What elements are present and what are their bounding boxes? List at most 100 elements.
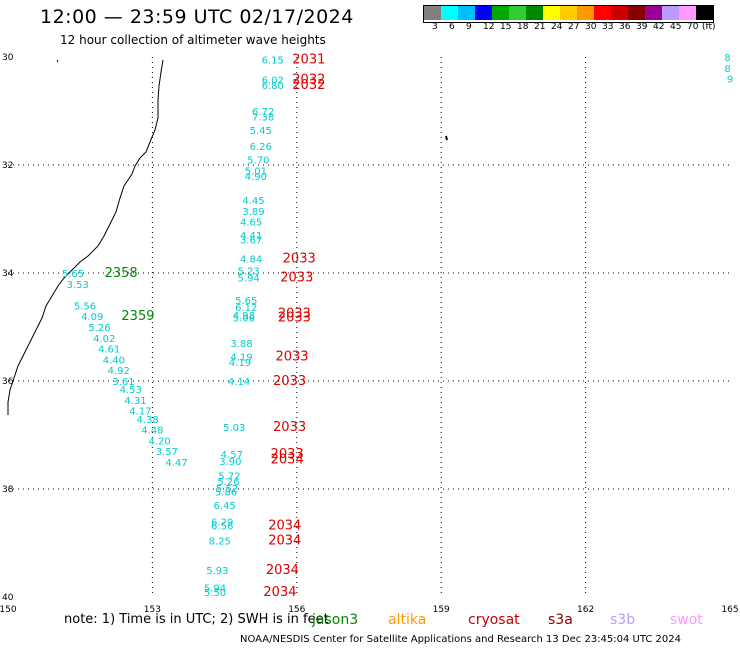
legend-s3b: s3b <box>610 612 636 628</box>
scale-label: 39 <box>636 22 648 32</box>
wave-height-value: 6.26 <box>250 142 272 153</box>
scale-label: 42 <box>653 22 665 32</box>
scale-swatch <box>560 6 577 20</box>
pass-time-label: 2033 <box>273 420 306 435</box>
pass-time-label: 2033 <box>280 270 313 285</box>
latitude-tick-label: 32 <box>2 161 13 171</box>
scale-label: 27 <box>568 22 580 32</box>
scale-label: 21 <box>534 22 546 32</box>
wave-height-value: 4.40 <box>103 355 125 366</box>
wave-height-value: 4.45 <box>242 196 264 207</box>
legend-swot: swot <box>670 612 703 628</box>
wave-height-value: 3.88 <box>230 339 252 350</box>
wave-height-value: 6.80 <box>262 81 284 92</box>
wave-height-value: 6.12 <box>235 303 257 314</box>
wave-height-value: 4.48 <box>141 426 163 437</box>
wave-height-value: 3.61 <box>112 377 134 388</box>
wave-height-value: 4.61 <box>98 345 120 356</box>
scale-swatch <box>475 6 492 20</box>
map-tick-labels: 150 153 156 159 162 165 30 32 34 36 38 40 <box>0 53 739 615</box>
wave-height-value: 4.38 <box>136 415 158 426</box>
scale-label: 30 <box>585 22 597 32</box>
page-subtitle: 12 hour collection of altimeter wave hei… <box>60 33 326 47</box>
scale-label: 70 <box>687 22 699 32</box>
wave-height-value: 5.72 <box>218 472 240 483</box>
wave-height-value: 4.31 <box>124 396 146 407</box>
pass-time-label: 2034 <box>268 519 301 534</box>
map-grid <box>8 57 730 597</box>
wave-height-value: 4.53 <box>120 385 142 396</box>
pass-time-label: 2032 <box>292 78 325 93</box>
wave-height-value: 4.02 <box>93 334 115 345</box>
latitude-tick-label: 34 <box>2 269 14 279</box>
scale-swatch <box>679 6 696 20</box>
wave-height-value: 5.65 <box>235 296 257 307</box>
scale-swatch <box>594 6 611 20</box>
wave-height-value: 5.26 <box>88 323 110 334</box>
wave-height-value: 4.19 <box>230 353 252 364</box>
wave-height-value: 6.45 <box>213 501 235 512</box>
wave-height-value: 4.90 <box>245 172 267 183</box>
scale-label: 33 <box>602 22 614 32</box>
wave-height-value: 4.14 <box>228 377 250 388</box>
legend-s3a: s3a <box>548 612 573 628</box>
wave-height-value: 4.98 <box>233 311 255 322</box>
wave-height-value: 6.72 <box>252 107 274 118</box>
wave-height-value: 4.57 <box>221 450 243 461</box>
pass-time-label: 2358 <box>105 266 138 281</box>
wave-height-value: 5.03 <box>223 423 245 434</box>
scale-swatch <box>458 6 475 20</box>
wave-height-value: 3.67 <box>240 236 262 247</box>
scale-swatch <box>543 6 560 20</box>
wave-height-value: 9 <box>727 75 733 86</box>
pass-time-label: 2359 <box>121 309 154 324</box>
wave-height-value: 4.84 <box>240 254 262 265</box>
pass-time-label: 2033 <box>275 350 308 365</box>
wave-height-value: 5.70 <box>247 156 269 167</box>
latitude-tick-label: 40 <box>2 593 14 603</box>
longitude-tick-label: 153 <box>144 605 161 615</box>
scale-swatch <box>645 6 662 20</box>
wave-height-value: 4.17 <box>129 407 151 418</box>
australia-coastline <box>7 59 164 415</box>
scale-label: 18 <box>517 22 529 32</box>
pass-time-label: 2033 <box>273 374 306 389</box>
wave-height-value: 4.41 <box>240 231 262 242</box>
wave-height-value: 5.94 <box>238 273 260 284</box>
scale-swatch <box>662 6 679 20</box>
wave-height-value: 7.38 <box>252 112 274 123</box>
wave-height-value: 6.56 <box>211 522 233 533</box>
scale-swatch <box>577 6 594 20</box>
wave-height-value: 5.23 <box>238 266 260 277</box>
wave-height-value: 8 <box>724 53 730 64</box>
scale-swatch <box>424 6 441 20</box>
coast-fragment <box>56 59 59 63</box>
scale-label: 15 <box>500 22 512 32</box>
scale-swatch <box>441 6 458 20</box>
longitude-tick-label: 165 <box>721 605 738 615</box>
wave-height-value: 3.89 <box>242 207 264 218</box>
wave-height-value: 4.47 <box>165 458 187 469</box>
scale-label: 12 <box>483 22 495 32</box>
latitude-tick-label: 38 <box>2 485 14 495</box>
longitude-tick-label: 159 <box>433 605 450 615</box>
scale-swatch <box>611 6 628 20</box>
pass-time-label: 2033 <box>278 310 311 325</box>
wave-height-value: 8 <box>724 64 730 75</box>
wave-height-value: 5.56 <box>74 301 96 312</box>
color-scale-labels: 3 6 9 12 15 18 21 24 27 30 33 36 39 42 45 70 (ft) <box>423 22 740 34</box>
pass-time-label: 2034 <box>263 585 296 600</box>
scale-swatch <box>628 6 645 20</box>
scale-swatch <box>526 6 543 20</box>
wave-height-value: 5.06 <box>233 313 255 324</box>
wave-height-value: 4.20 <box>148 436 170 447</box>
legend-altika: altika <box>388 612 427 628</box>
wave-height-value: 3.57 <box>156 447 178 458</box>
scale-label: 36 <box>619 22 631 32</box>
wave-height-value: 6.15 <box>262 56 284 67</box>
legend-jason3: jason3 <box>312 612 359 628</box>
wave-height-value: 5.65 <box>62 269 84 280</box>
coastline <box>7 59 448 415</box>
island-mark <box>445 135 448 141</box>
